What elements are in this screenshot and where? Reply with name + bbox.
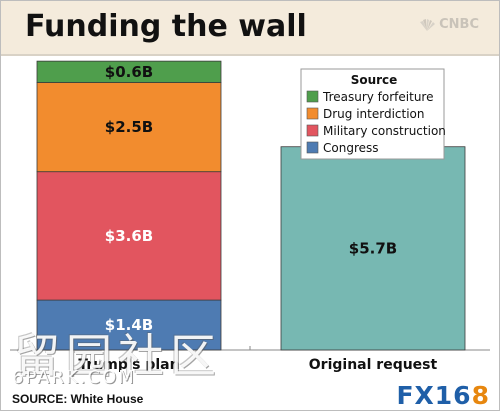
bar-segment-trump-s-plan-treasury-forfeiture <box>36 60 222 83</box>
watermark-chinese: 留园社区 <box>14 329 222 383</box>
category-label-trump-plan: Trump's plan <box>78 357 179 373</box>
bar-segment-trump-s-plan-military-construction <box>36 171 222 301</box>
bar-segment-original-request-total <box>280 146 466 351</box>
peacock-icon <box>420 18 436 31</box>
category-label-original-request: Original request <box>309 357 438 373</box>
legend-label-congress: Congress <box>323 141 379 155</box>
legend-items: Treasury forfeiture Drug interdiction Mili… <box>306 90 446 155</box>
header-bar: Funding the wall CNBC <box>1 1 499 56</box>
bars-layer <box>36 60 466 351</box>
fx168-text: FX16 <box>396 381 472 410</box>
legend-swatch-treasury-forfeiture <box>306 90 319 103</box>
data-label-trump-s-plan-military-construction: $3.6B <box>105 227 153 245</box>
data-label-trump-s-plan-treasury-forfeiture: $0.6B <box>105 63 153 81</box>
data-label-original-request-total: $5.7B <box>349 239 397 257</box>
cnbc-logo: CNBC <box>418 17 479 32</box>
legend-label-treasury-forfeiture: Treasury forfeiture <box>322 90 433 104</box>
legend-title: Source <box>351 73 398 87</box>
watermark-6park: 6PARK.COM <box>12 367 136 388</box>
cnbc-wordmark: CNBC <box>439 17 479 32</box>
bar-labels-layer: $1.4B $3.6B $2.5B $0.6B $5.7B <box>105 63 397 334</box>
legend-swatch-drug-interdiction <box>306 107 319 120</box>
bar-segment-trump-s-plan-drug-interdiction <box>36 82 222 173</box>
fx168-digit: 8 <box>471 381 490 410</box>
watermark-fx168: FX168 <box>396 381 490 410</box>
source-note: SOURCE: White House <box>12 392 144 406</box>
legend-label-military-construction: Military construction <box>323 124 446 138</box>
legend-swatch-military-construction <box>306 124 319 137</box>
data-label-trump-s-plan-drug-interdiction: $2.5B <box>105 118 153 136</box>
legend-box <box>300 68 445 160</box>
legend-label-drug-interdiction: Drug interdiction <box>323 107 425 121</box>
legend: Source Treasury forfeiture Drug interdict… <box>300 68 446 160</box>
chart-title: Funding the wall <box>25 9 307 44</box>
bar-segment-trump-s-plan-congress <box>36 299 222 351</box>
legend-swatch-congress <box>306 141 319 154</box>
data-label-trump-s-plan-congress: $1.4B <box>105 316 153 334</box>
